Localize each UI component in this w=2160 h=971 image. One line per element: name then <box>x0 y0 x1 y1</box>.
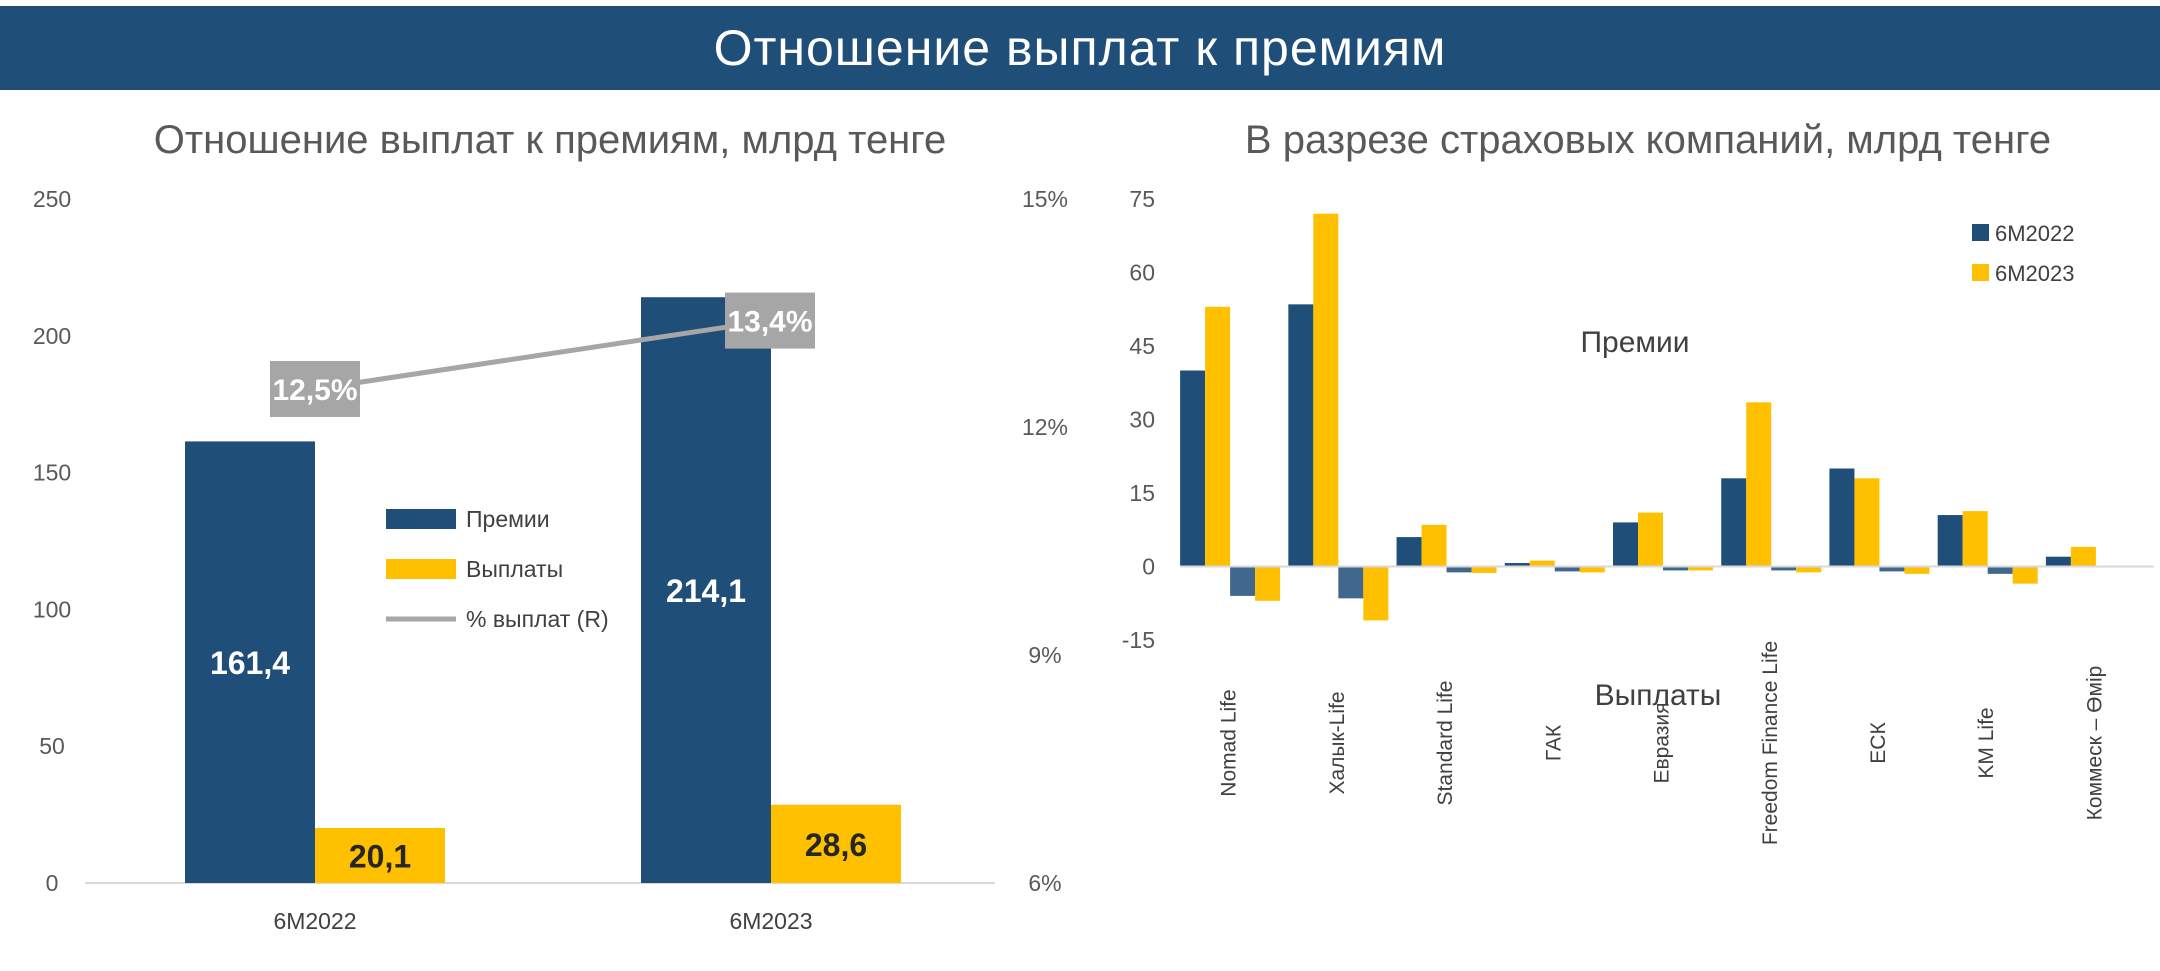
bar-payout-6M2022 <box>1879 566 1905 572</box>
bar-payout-6M2022 <box>1663 566 1688 571</box>
bar-payouts <box>771 804 901 883</box>
bar-premium-6M2022 <box>1721 478 1747 567</box>
data-label: 161,4 <box>210 645 290 681</box>
annotation-premiums: Премии <box>1580 326 1689 359</box>
y2-tick-label: 6% <box>1028 870 1061 896</box>
legend-swatch <box>1972 264 1989 281</box>
y-tick-label: 30 <box>1129 407 1155 433</box>
y-tick-label: 100 <box>33 596 71 622</box>
y-tick-label: 250 <box>33 186 71 212</box>
bar-payout-6M2023 <box>1579 566 1605 573</box>
bar-premium-6M2022 <box>1396 537 1422 567</box>
banner-title: Отношение выплат к премиям <box>713 20 1447 76</box>
bar-premium-6M2022 <box>2045 556 2071 567</box>
y-tick-label: 60 <box>1129 260 1155 286</box>
y-tick-label: 200 <box>33 323 71 349</box>
y-tick-label: 0 <box>46 870 59 896</box>
y-tick-label: 150 <box>33 460 71 486</box>
x-tick-label: Халык-Life <box>1326 691 1349 794</box>
annotation-payouts: Выплаты <box>1595 679 1722 712</box>
bar-premium-6M2023 <box>2070 546 2096 567</box>
ratio-line <box>314 318 771 392</box>
bar-premium-6M2022 <box>1504 563 1530 567</box>
x-tick-label: Freedom Finance Life <box>1759 641 1782 845</box>
ratio-label: 12,5% <box>272 374 357 407</box>
bar-premium-6M2023 <box>1962 511 1988 567</box>
y-tick-label: 15 <box>1129 480 1155 506</box>
x-tick-label: ГАК <box>1542 724 1565 761</box>
bar-premium-6M2023 <box>1854 478 1880 567</box>
bar-payout-6M2022 <box>1987 566 2013 574</box>
bar-premium-6M2023 <box>1313 213 1339 567</box>
bar-premium-6M2022 <box>1937 515 1963 567</box>
y-tick-label: -15 <box>1122 627 1155 653</box>
x-tick-label: Nomad Life <box>1218 689 1241 796</box>
bar-payout-6M2023 <box>1904 566 1930 574</box>
bar-payout-6M2022 <box>1446 566 1472 573</box>
legend-label: Выплаты <box>466 556 563 582</box>
x-tick-label: ЕСК <box>1867 722 1890 764</box>
chart-title: Отношение выплат к премиям, млрд тенге <box>154 118 946 162</box>
legend-label: 6M2023 <box>1995 261 2075 286</box>
y2-tick-label: 12% <box>1022 414 1068 440</box>
y-tick-label: 45 <box>1129 333 1155 359</box>
x-tick-label: 6M2023 <box>729 908 812 934</box>
data-label: 28,6 <box>805 827 867 863</box>
legend-swatch <box>386 509 456 529</box>
bar-premium-6M2022 <box>1613 522 1638 567</box>
bar-payout-6M2023 <box>1471 566 1497 573</box>
legend-label: % выплат (R) <box>466 606 609 632</box>
data-label: 214,1 <box>666 573 746 609</box>
bar-premium-6M2023 <box>1205 306 1231 567</box>
bar-premiums <box>185 441 315 883</box>
bar-premium-6M2022 <box>1288 304 1314 567</box>
chart-by-company: В разрезе страховых компаний, млрд тенге… <box>1122 118 2154 845</box>
x-tick-label: Евразия <box>1651 702 1674 783</box>
bar-premiums <box>641 297 771 883</box>
bar-payout-6M2023 <box>1688 566 1713 571</box>
y-tick-label: 0 <box>1142 554 1155 580</box>
ratio-label-box <box>270 361 360 417</box>
bar-premium-6M2022 <box>1180 370 1206 567</box>
ratio-label-box <box>725 292 815 349</box>
x-tick-label: Коммеск – Өмір <box>2083 666 2106 821</box>
legend-label: Премии <box>466 506 550 532</box>
bar-premium-6M2023 <box>1421 524 1447 567</box>
bar-payout-6M2023 <box>1363 566 1389 621</box>
x-tick-label: Standard Life <box>1434 681 1457 806</box>
ratio-label: 13,4% <box>727 306 812 339</box>
legend-label: 6M2022 <box>1995 221 2075 246</box>
bar-payout-6M2023 <box>1796 566 1822 573</box>
bar-payout-6M2023 <box>1255 566 1281 601</box>
bar-premium-6M2023 <box>1638 512 1663 567</box>
bar-premium-6M2023 <box>1529 560 1555 567</box>
bar-premium-6M2023 <box>1746 402 1772 567</box>
y2-tick-label: 15% <box>1022 186 1068 212</box>
banner: Отношение выплат к премиям <box>0 6 2160 90</box>
bar-payout-6M2022 <box>1771 566 1797 571</box>
bar-payouts <box>315 828 445 883</box>
y-tick-label: 75 <box>1129 186 1155 212</box>
x-tick-label: KM Life <box>1975 707 1998 778</box>
y2-tick-label: 9% <box>1028 642 1061 668</box>
x-tick-label: 6M2022 <box>273 908 356 934</box>
legend-swatch <box>1972 224 1989 241</box>
bar-payout-6M2022 <box>1230 566 1256 596</box>
bar-payout-6M2022 <box>1554 566 1580 572</box>
bar-premium-6M2022 <box>1829 468 1855 567</box>
legend-swatch <box>386 559 456 579</box>
data-label: 20,1 <box>349 839 411 875</box>
bar-payout-6M2023 <box>2012 566 2038 584</box>
chart-title: В разрезе страховых компаний, млрд тенге <box>1245 118 2051 162</box>
chart-premiums-payouts: Отношение выплат к премиям, млрд тенге 0 5… <box>33 118 1068 934</box>
y-tick-label: 50 <box>39 733 65 759</box>
bar-payout-6M2022 <box>1338 566 1364 599</box>
